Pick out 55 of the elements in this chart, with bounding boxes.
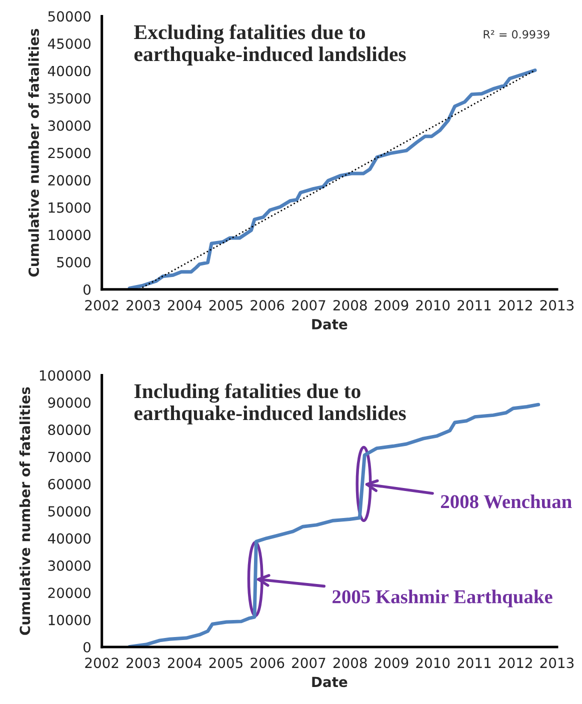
y-tick-label: 0 [84,284,91,295]
x-tick-label: 2002 [85,300,118,311]
y-tick-label: 90000 [48,397,91,408]
y-tick-label: 50000 [48,11,91,22]
x-tick-label: 2003 [126,300,160,311]
x-tick-label: 2012 [498,658,532,668]
y-tick-label: 50000 [48,506,91,517]
y-tick-label: 10000 [48,230,91,240]
x-tick-label: 2010 [416,658,450,668]
x-axis-title: Date [312,676,348,688]
y-tick-label: 30000 [48,120,91,131]
y-tick-label: 45000 [48,38,91,49]
text: Including fatalities due to earthquake-induced landslides [134,383,406,424]
x-tick-label: 2004 [168,300,202,311]
x-tick-label: 2008 [333,658,367,668]
x-tick-label: 2006 [250,658,284,668]
y-tick-label: 100000 [40,370,91,381]
x-tick-label: 2011 [458,658,491,668]
y-tick-label: 0 [84,642,91,652]
x-tick-label: 2003 [126,658,160,668]
y-tick-label: 70000 [48,452,91,462]
x-axis-title: Date [312,319,348,330]
y-tick-label: 20000 [48,175,91,186]
annotation: 2008 Wenchuan [440,494,572,508]
y-tick-label: 40000 [48,66,91,76]
y-tick-label: 15000 [48,202,91,213]
x-tick-label: 2007 [292,300,326,311]
annotation: R² = 0.9939 [484,30,550,39]
x-tick-label: 2012 [498,300,532,311]
x-tick-label: 2002 [85,658,118,668]
y-tick-label: 20000 [48,588,91,598]
x-tick-label: 2013 [540,658,574,668]
x-tick-label: 2010 [416,300,450,311]
x-tick-label: 2011 [458,300,491,311]
text: Excluding fatalities due to earthquake-induced landslides [134,24,406,66]
y-tick-label: 40000 [48,533,91,544]
x-tick-label: 2004 [168,658,202,668]
y-tick-label: 80000 [48,424,91,436]
y-tick-label: 60000 [48,478,91,490]
x-tick-label: 2007 [292,658,326,668]
y-tick-label: 25000 [48,148,91,158]
x-tick-label: 2005 [209,300,242,311]
x-tick-label: 2006 [250,300,284,311]
y-tick-label: 5000 [57,256,91,268]
y-axis-title: Cumulative number of fatalities [28,28,40,277]
x-tick-label: 2013 [540,300,574,311]
y-tick-label: 10000 [48,614,91,626]
y-tick-label: 30000 [48,560,91,571]
y-axis-title: Cumulative number of fatalities [19,387,30,635]
x-tick-label: 2005 [209,658,242,668]
x-tick-label: 2009 [374,658,408,668]
x-tick-label: 2009 [374,300,408,311]
y-tick-label: 35000 [48,93,91,104]
annotation: 2005 Kashmir Earthquake [332,590,552,608]
x-tick-label: 2008 [333,300,367,311]
